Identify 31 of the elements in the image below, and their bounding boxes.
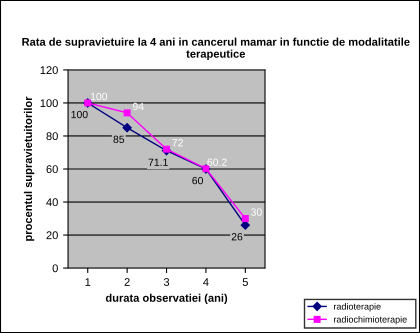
y-tick-label: 20 <box>46 231 58 240</box>
data-label: 60 <box>192 176 203 184</box>
point <box>163 146 170 153</box>
chart-title: Rata de supravietuire la 4 ani in cancerul mamar in functie de modalitatile terapeutice <box>22 38 410 60</box>
y-tick-label: 80 <box>46 132 58 140</box>
legend-label: radioterapie <box>334 303 381 312</box>
x-axis-title: durata observatiei (ani) <box>106 294 228 304</box>
y-tick-label: 120 <box>40 66 58 74</box>
point <box>124 109 131 116</box>
data-label: 30 <box>251 208 262 216</box>
y-tick-label: 60 <box>46 165 58 174</box>
x-tick-label: 2 <box>124 278 130 286</box>
y-axis-title: procentul supravietuitorilor <box>24 96 34 241</box>
x-tick-label: 1 <box>85 278 90 286</box>
data-label: 100 <box>72 110 88 118</box>
data-label: 100 <box>90 92 108 100</box>
data-label: 85 <box>113 136 124 144</box>
x-tick-label: 4 <box>203 278 209 286</box>
x-tick-label: 5 <box>242 278 248 286</box>
data-label: 71.1 <box>148 158 168 166</box>
point <box>242 215 249 222</box>
y-tick-label: 0 <box>52 264 58 272</box>
data-label: 26 <box>232 233 242 240</box>
y-tick-label: 40 <box>46 198 58 206</box>
legend-label: radiochimioterapie <box>334 316 407 324</box>
y-tick-label: 100 <box>40 99 58 108</box>
point <box>122 123 132 132</box>
x-tick-label: 3 <box>164 278 170 286</box>
data-label: 94 <box>132 102 144 110</box>
data-label: 72 <box>172 139 183 146</box>
data-label: 60.2 <box>207 158 227 166</box>
